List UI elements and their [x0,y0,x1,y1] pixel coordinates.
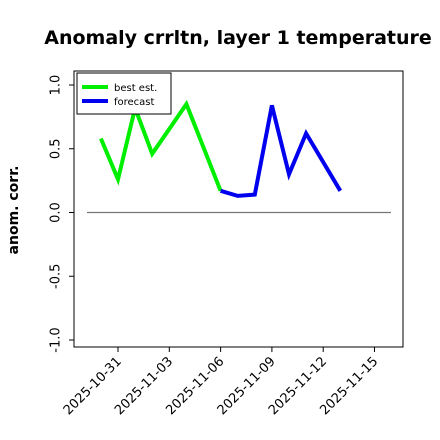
series-lines [99,99,343,198]
y-axis: -1.0 -0.5 0.0 0.5 1.0 [49,75,74,353]
y-tick-label: -1.0 [49,327,64,352]
y-tick-label: 0.0 [49,202,64,223]
legend-label: best est. [114,83,157,94]
plot-frame [73,70,404,348]
y-tick-label: 1.0 [49,75,64,96]
legend-label: forecast [114,97,155,108]
legend: best est. forecast [76,72,172,115]
series-line-forecast [220,104,343,198]
chart-title: Anomaly crrltn, layer 1 temperature [44,27,432,49]
series-line-best-est [99,99,223,192]
y-axis-label: anom. corr. [6,166,22,255]
y-tick-label: 0.5 [49,138,64,159]
y-tick-label: -0.5 [49,264,64,289]
plot-area: -1.0 -0.5 0.0 0.5 1.0 2025-10-312025-11-0320… [49,70,404,418]
x-axis: 2025-10-312025-11-032025-11-062025-11-09… [61,347,381,418]
legend-box [76,72,172,115]
